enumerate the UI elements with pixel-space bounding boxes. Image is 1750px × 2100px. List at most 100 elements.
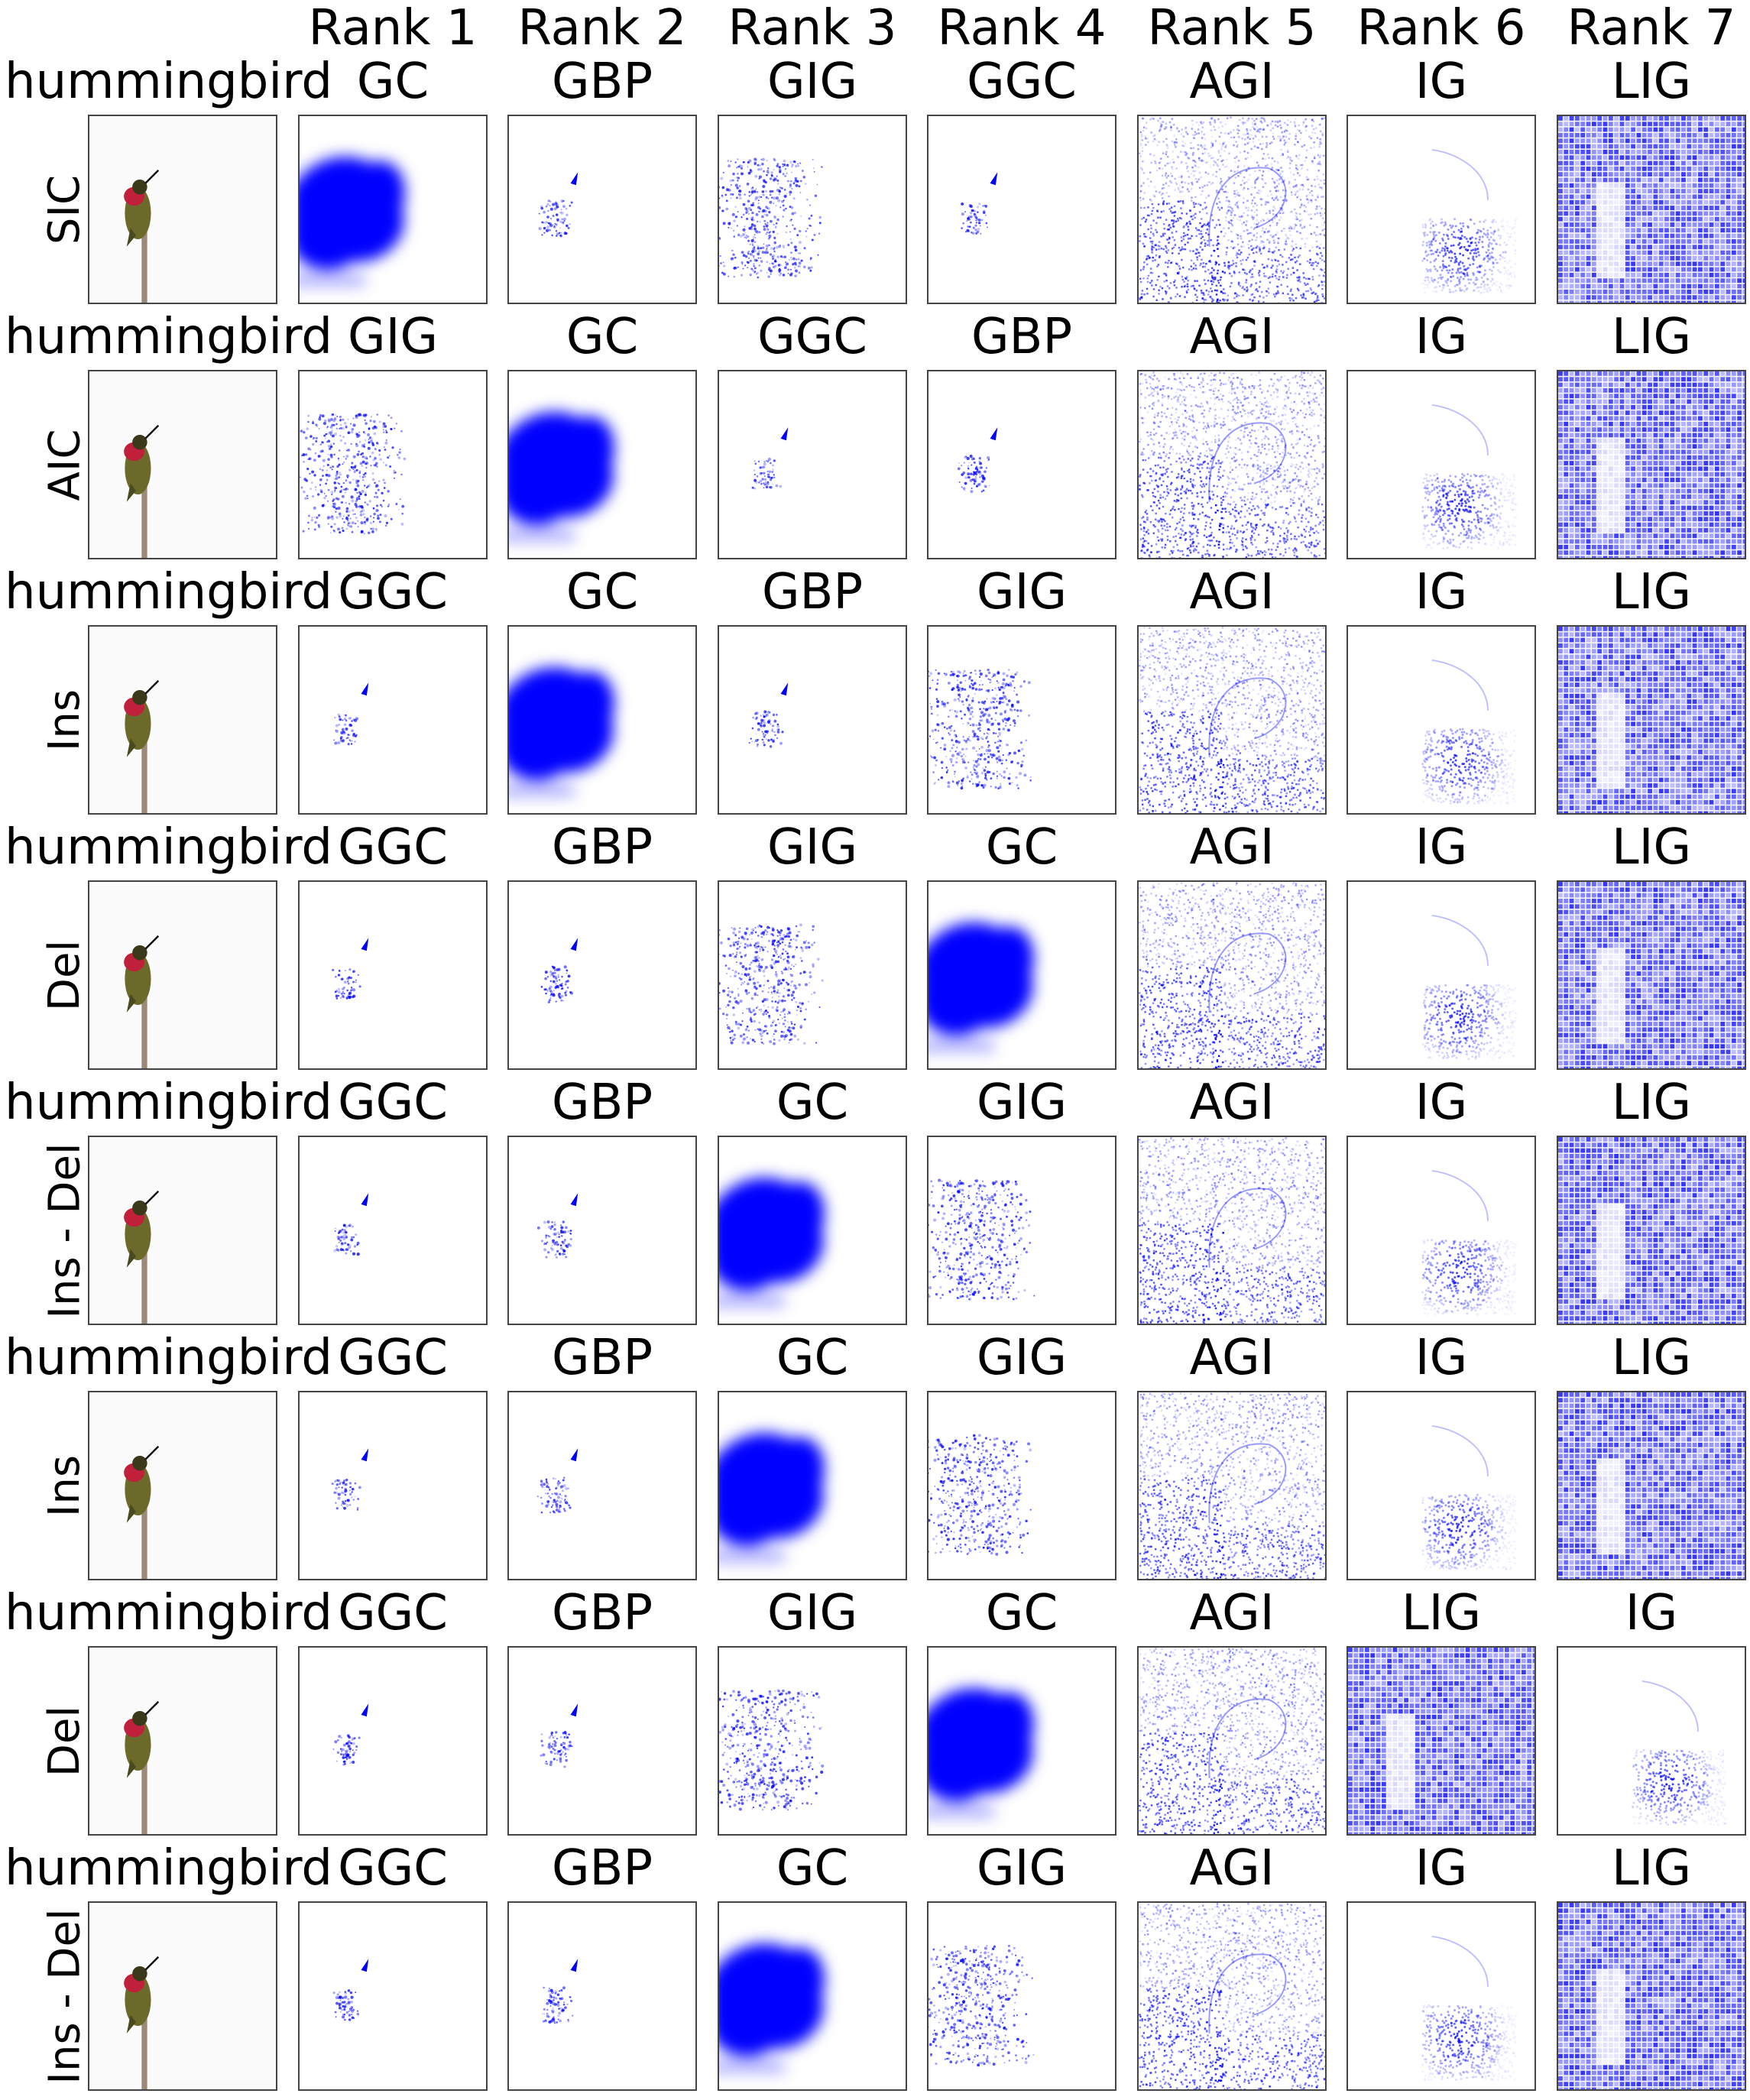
saliency-heatmap bbox=[928, 1392, 1115, 1579]
input-image bbox=[88, 625, 277, 815]
method-title: LIG bbox=[1548, 309, 1750, 365]
saliency-map-ig bbox=[1347, 625, 1536, 815]
input-image bbox=[88, 880, 277, 1070]
saliency-map-ig bbox=[1557, 1646, 1746, 1836]
saliency-heatmap bbox=[1348, 882, 1534, 1068]
method-title: LIG bbox=[1548, 564, 1750, 621]
method-title: GC bbox=[919, 819, 1125, 876]
method-title: AGI bbox=[1129, 564, 1335, 621]
saliency-heatmap bbox=[928, 882, 1115, 1068]
method-title: IG bbox=[1338, 819, 1544, 876]
saliency-heatmap bbox=[1558, 1648, 1745, 1834]
method-title: LIG bbox=[1548, 1074, 1750, 1131]
saliency-map-ggc bbox=[298, 1136, 488, 1325]
saliency-map-ggc bbox=[298, 625, 488, 815]
saliency-map-ig bbox=[1347, 115, 1536, 304]
saliency-map-lig bbox=[1557, 1391, 1746, 1580]
saliency-heatmap bbox=[1558, 627, 1745, 813]
rank-header-7: Rank 7 bbox=[1548, 0, 1750, 57]
saliency-heatmap bbox=[1139, 1137, 1325, 1324]
hummingbird-photo bbox=[89, 1903, 276, 2089]
method-title: AGI bbox=[1129, 1585, 1335, 1641]
saliency-heatmap bbox=[719, 1137, 906, 1324]
row-metric-text: Ins bbox=[41, 1454, 90, 1516]
saliency-map-gig bbox=[927, 1391, 1116, 1580]
saliency-heatmap bbox=[509, 371, 695, 558]
method-title: GIG bbox=[709, 53, 916, 110]
hummingbird-photo bbox=[89, 882, 276, 1068]
saliency-map-agi bbox=[1137, 370, 1327, 559]
method-title: GBP bbox=[499, 1585, 705, 1641]
saliency-map-gbp bbox=[927, 370, 1116, 559]
row-metric-text: Ins - Del bbox=[41, 1908, 90, 2084]
saliency-heatmap bbox=[1348, 1648, 1534, 1834]
saliency-heatmap bbox=[1139, 627, 1325, 813]
row-metric-text: AIC bbox=[41, 429, 90, 501]
saliency-map-ggc bbox=[718, 370, 907, 559]
saliency-map-gbp bbox=[718, 625, 907, 815]
saliency-heatmap bbox=[1139, 371, 1325, 558]
method-title: LIG bbox=[1548, 1840, 1750, 1897]
saliency-map-gbp bbox=[507, 1391, 697, 1580]
method-title: IG bbox=[1338, 53, 1544, 110]
row-metric-text: Del bbox=[40, 1705, 89, 1776]
saliency-heatmap bbox=[1558, 371, 1745, 558]
row-metric-text: Del bbox=[40, 939, 89, 1010]
input-image bbox=[88, 1391, 277, 1580]
method-title: GIG bbox=[709, 1585, 916, 1641]
saliency-heatmap bbox=[1558, 1137, 1745, 1324]
saliency-heatmap bbox=[928, 1903, 1115, 2089]
method-title: GGC bbox=[709, 309, 916, 365]
saliency-map-lig bbox=[1557, 1136, 1746, 1325]
input-image bbox=[88, 1901, 277, 2091]
row-class-label: hummingbird bbox=[5, 1330, 332, 1386]
saliency-map-ggc bbox=[298, 1646, 488, 1836]
saliency-heatmap bbox=[300, 1392, 486, 1579]
method-title: AGI bbox=[1129, 53, 1335, 110]
method-title: GC bbox=[499, 309, 705, 365]
saliency-map-lig bbox=[1557, 1901, 1746, 2091]
method-title: IG bbox=[1338, 1074, 1544, 1131]
method-title: LIG bbox=[1548, 53, 1750, 110]
rank-header-5: Rank 5 bbox=[1129, 0, 1335, 57]
method-title: GGC bbox=[290, 1585, 496, 1641]
saliency-heatmap bbox=[1558, 882, 1745, 1068]
method-title: GC bbox=[709, 1330, 916, 1386]
saliency-map-agi bbox=[1137, 880, 1327, 1070]
saliency-map-ig bbox=[1347, 1901, 1536, 2091]
method-title: GBP bbox=[499, 819, 705, 876]
saliency-map-gbp bbox=[507, 880, 697, 1070]
method-title: GC bbox=[290, 53, 496, 110]
method-title: AGI bbox=[1129, 1840, 1335, 1897]
hummingbird-photo bbox=[89, 371, 276, 558]
saliency-map-gbp bbox=[507, 1646, 697, 1836]
method-title: GIG bbox=[709, 819, 916, 876]
method-title: GBP bbox=[919, 309, 1125, 365]
saliency-heatmap bbox=[1348, 1903, 1534, 2089]
row-class-label: hummingbird bbox=[5, 1585, 332, 1641]
saliency-map-ggc bbox=[298, 1391, 488, 1580]
saliency-map-gbp bbox=[507, 1136, 697, 1325]
saliency-map-gig bbox=[718, 1646, 907, 1836]
rank-header-1: Rank 1 bbox=[290, 0, 496, 57]
method-title: IG bbox=[1338, 564, 1544, 621]
saliency-heatmap bbox=[300, 1903, 486, 2089]
saliency-heatmap bbox=[300, 882, 486, 1068]
saliency-heatmap bbox=[300, 1648, 486, 1834]
saliency-map-lig bbox=[1557, 115, 1746, 304]
saliency-heatmap bbox=[1558, 1903, 1745, 2089]
saliency-heatmap bbox=[1139, 1392, 1325, 1579]
saliency-map-agi bbox=[1137, 1646, 1327, 1836]
saliency-map-gc bbox=[298, 115, 488, 304]
saliency-heatmap bbox=[1558, 116, 1745, 303]
method-title: AGI bbox=[1129, 309, 1335, 365]
saliency-map-gig bbox=[718, 880, 907, 1070]
saliency-map-ig bbox=[1347, 370, 1536, 559]
saliency-heatmap bbox=[1348, 371, 1534, 558]
saliency-map-agi bbox=[1137, 115, 1327, 304]
rank-header-2: Rank 2 bbox=[499, 0, 705, 57]
saliency-heatmap bbox=[928, 1137, 1115, 1324]
method-title: GIG bbox=[290, 309, 496, 365]
saliency-heatmap bbox=[1348, 116, 1534, 303]
saliency-heatmap bbox=[509, 1392, 695, 1579]
